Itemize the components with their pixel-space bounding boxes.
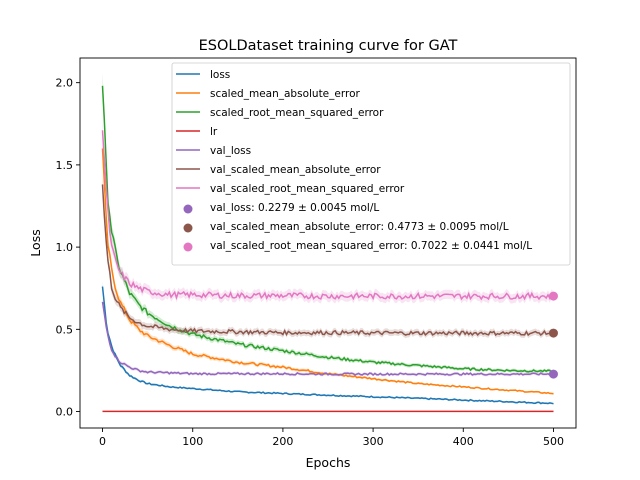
- legend: loss scaled_mean_absolute_error scaled_roo…: [171, 62, 571, 266]
- legend-entry-label: lr: [210, 126, 218, 138]
- y-tick-label: 2.0: [56, 77, 74, 90]
- legend-marker: [183, 204, 193, 214]
- legend-entry-label: val_scaled_root_mean_squared_error: 0.70…: [210, 240, 532, 252]
- legend-entry-label: val_scaled_mean_absolute_error: [210, 164, 381, 176]
- legend-box: [171, 62, 571, 266]
- x-tick-label: 0: [99, 435, 106, 448]
- final-points: [548, 291, 558, 379]
- series-line-val-loss: [101, 301, 554, 377]
- legend-entry-label: scaled_mean_absolute_error: [210, 88, 360, 100]
- series-lines: [101, 85, 555, 413]
- legend-entry-label: val_scaled_mean_absolute_error: 0.4773 ±…: [210, 221, 509, 233]
- x-tick-label: 400: [453, 435, 474, 448]
- legend-entry-label: val_scaled_root_mean_squared_error: [210, 183, 405, 195]
- legend-entry-label: loss: [210, 69, 230, 81]
- y-tick-label: 0.5: [56, 323, 74, 336]
- x-tick-label: 300: [363, 435, 384, 448]
- confidence-bands: [102, 72, 554, 405]
- legend-entry-label: val_loss: 0.2279 ± 0.0045 mol/L: [210, 202, 379, 214]
- legend-entry-label: val_loss: [210, 145, 251, 157]
- legend-marker: [183, 242, 193, 252]
- legend-entry-label: scaled_root_mean_squared_error: [210, 107, 384, 119]
- y-tick-label: 1.5: [56, 159, 74, 172]
- x-tick-label: 500: [543, 435, 564, 448]
- band-val-scaled-root-mean-squared-error: [102, 118, 554, 304]
- axes-frame: [79, 57, 577, 429]
- legend-marker: [183, 223, 193, 233]
- x-tick-label: 100: [182, 435, 203, 448]
- x-tick-label: 200: [272, 435, 293, 448]
- final-point-1: [548, 369, 558, 379]
- y-tick-label: 0.0: [56, 406, 74, 419]
- final-point-3: [548, 291, 558, 301]
- y-tick-label: 1.0: [56, 241, 74, 254]
- final-point-2: [548, 328, 558, 338]
- chart-title: ESOLDataset training curve for GAT: [199, 38, 458, 54]
- series-line-val-scaled-root-mean-squared-error: [101, 130, 555, 301]
- y-axis-label: Loss: [28, 229, 43, 256]
- x-axis-label: Epochs: [306, 455, 351, 470]
- axis-ticks: 0 100 200 300 400 500 0.0 0.5 1.0 1.5 2.0: [56, 77, 564, 448]
- series-line-loss: [101, 286, 554, 405]
- series-line-val-scaled-mean-absolute-error: [101, 184, 555, 337]
